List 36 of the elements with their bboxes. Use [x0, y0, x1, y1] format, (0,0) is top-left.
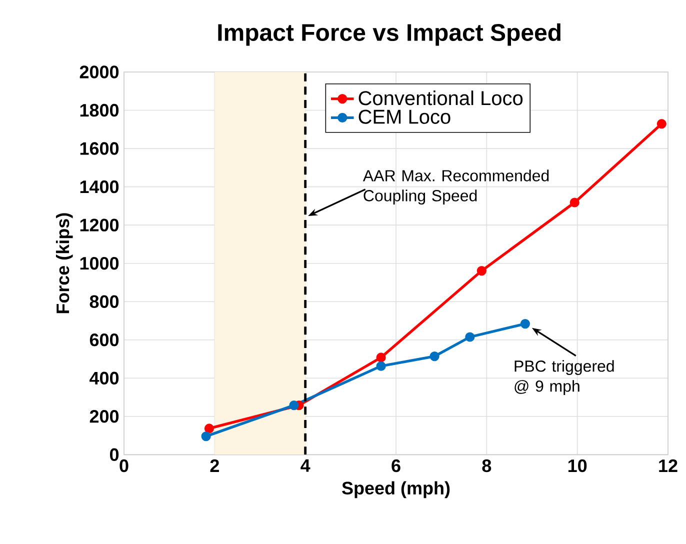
- y-tick-label: 1800: [80, 104, 119, 117]
- point: [376, 352, 386, 362]
- point: [465, 332, 475, 342]
- x-tick-label: 2: [210, 459, 219, 472]
- point: [570, 198, 580, 208]
- legend-label: CEM Loco: [358, 110, 450, 124]
- annotation: PBC triggered @ 9 mph: [514, 360, 614, 395]
- x-tick-label: 4: [300, 459, 310, 472]
- y-tick-label: 600: [90, 334, 119, 346]
- y-tick-label: 1400: [80, 180, 119, 194]
- y-tick-label: 2000: [80, 66, 119, 78]
- x-tick-label: 0: [120, 459, 128, 472]
- x-tick-label: 8: [482, 459, 492, 472]
- x-axis-title: Speed (mph): [342, 481, 450, 498]
- legend-label: Conventional Loco: [358, 90, 523, 106]
- x-tick-label: 6: [392, 459, 400, 472]
- y-tick-label: 400: [90, 372, 119, 385]
- chart-title: Impact Force vs Impact Speed: [218, 23, 560, 46]
- y-tick-label: 1600: [80, 142, 119, 155]
- point: [430, 352, 440, 362]
- y-tick-label: 200: [90, 410, 119, 423]
- y-tick-label: 1000: [80, 256, 119, 270]
- point: [476, 266, 486, 276]
- x-tick-label: 12: [659, 459, 678, 472]
- point: [656, 119, 666, 129]
- point: [204, 424, 214, 434]
- y-tick-label: 800: [90, 295, 119, 308]
- x-tick-label: 10: [568, 459, 587, 472]
- point: [201, 432, 211, 442]
- point: [520, 319, 530, 329]
- y-tick-label: 1200: [80, 218, 119, 232]
- point: [289, 400, 299, 410]
- y-axis-title: Force (kips): [56, 213, 73, 314]
- point: [376, 361, 386, 371]
- y-tick-label: 0: [110, 448, 119, 462]
- ref-line-label: AAR Max. Recommended Coupling Speed: [362, 170, 549, 205]
